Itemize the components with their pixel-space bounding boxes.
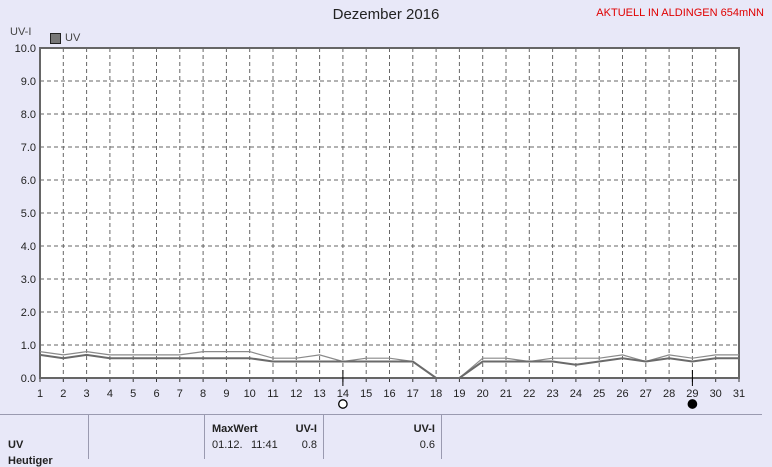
x-tick-label: 13	[313, 388, 325, 400]
x-tick-label: 4	[107, 388, 113, 400]
x-tick-label: 24	[570, 388, 582, 400]
x-tick-label: 27	[640, 388, 652, 400]
y-tick-label: 0.0	[21, 373, 36, 385]
new-moon-icon	[687, 399, 698, 409]
max-cell: MaxWert UV-I 01.12. 11:41 0.8	[205, 415, 324, 459]
x-tick-label: 2	[60, 388, 66, 400]
x-tick-label: 17	[407, 388, 419, 400]
uv-series-lower-line	[39, 353, 739, 379]
y-tick-label: 1.0	[21, 340, 36, 352]
max-date: 01.12.	[212, 439, 243, 451]
uv-series-upper-line	[39, 350, 739, 379]
x-tick-label: 8	[200, 388, 206, 400]
max-value: 0.8	[301, 439, 317, 451]
x-tick-label: 3	[84, 388, 90, 400]
max-label: MaxWert	[212, 423, 258, 435]
legend: UV	[50, 32, 80, 44]
x-tick-label: 15	[360, 388, 372, 400]
y-tick-label: 5.0	[21, 208, 36, 220]
legend-label-uv: UV	[65, 32, 81, 44]
uv-chart: 0.01.02.03.04.05.06.07.08.09.010.01 2 3 4 5 6…	[15, 43, 745, 409]
max-unit: UV-I	[295, 423, 317, 435]
y-tick-label: 9.0	[21, 76, 36, 88]
x-tick-label: 30	[710, 388, 722, 400]
x-tick-label: 11	[267, 388, 278, 400]
x-tick-label: 18	[430, 388, 442, 400]
x-tick-label: 25	[593, 388, 605, 400]
x-tick-label: 6	[153, 388, 159, 400]
avg-unit: UV-I	[413, 423, 435, 435]
x-tick-label: 19	[453, 388, 465, 400]
y-tick-label: 6.0	[21, 175, 36, 187]
x-tick-label: 12	[290, 388, 302, 400]
x-tick-label: 21	[500, 388, 512, 400]
x-tick-label: 16	[383, 388, 395, 400]
y-tick-label: 4.0	[21, 241, 36, 253]
full-moon-icon	[338, 399, 348, 409]
plot-frame	[39, 47, 740, 379]
stats-table: UV Heutiger MaxWert UV-I 01.12. 11:41 0.…	[0, 414, 762, 467]
row-label-secondary: Heutiger	[8, 455, 53, 467]
max-time: 11:41	[251, 439, 278, 451]
station-label: AKTUELL IN ALDINGEN 654mNN	[596, 7, 764, 19]
y-tick-label: 3.0	[21, 274, 36, 286]
empty-cell	[89, 415, 205, 459]
x-tick-label: 31	[733, 388, 745, 400]
x-tick-label: 22	[523, 388, 535, 400]
x-tick-label: 26	[616, 388, 628, 400]
x-tick-label: 9	[223, 388, 229, 400]
x-tick-label: 23	[546, 388, 558, 400]
y-axis-unit: UV-I	[10, 26, 32, 38]
row-label-cell: UV Heutiger	[0, 415, 89, 467]
y-tick-label: 2.0	[21, 307, 36, 319]
y-tick-label: 7.0	[21, 142, 36, 154]
x-tick-label: 14	[337, 388, 349, 400]
x-tick-label: 1	[37, 388, 43, 400]
legend-swatch-uv	[50, 32, 61, 44]
y-tick-label: 8.0	[21, 109, 36, 121]
row-label: UV	[8, 439, 24, 451]
x-tick-label: 5	[130, 388, 136, 400]
y-tick-label: 10.0	[15, 43, 36, 55]
x-tick-label: 28	[663, 388, 675, 400]
x-tick-label: 10	[244, 388, 256, 400]
x-tick-label: 29	[686, 388, 698, 400]
avg-cell: UV-I 0.6	[324, 415, 442, 459]
x-tick-label: 20	[477, 388, 489, 400]
x-tick-label: 7	[177, 388, 183, 400]
chart-title: Dezember 2016	[332, 6, 440, 23]
avg-value: 0.6	[419, 439, 435, 451]
